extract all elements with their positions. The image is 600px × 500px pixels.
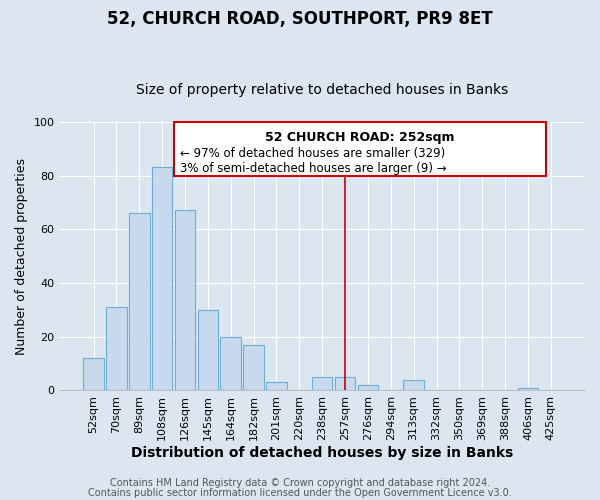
Bar — [175, 210, 196, 390]
Text: ← 97% of detached houses are smaller (329): ← 97% of detached houses are smaller (32… — [181, 148, 446, 160]
Text: 52, CHURCH ROAD, SOUTHPORT, PR9 8ET: 52, CHURCH ROAD, SOUTHPORT, PR9 8ET — [107, 10, 493, 28]
Bar — [197, 310, 218, 390]
Title: Size of property relative to detached houses in Banks: Size of property relative to detached ho… — [136, 83, 508, 97]
Bar — [106, 307, 127, 390]
Bar — [266, 382, 287, 390]
X-axis label: Distribution of detached houses by size in Banks: Distribution of detached houses by size … — [131, 446, 514, 460]
Text: 52 CHURCH ROAD: 252sqm: 52 CHURCH ROAD: 252sqm — [265, 131, 455, 144]
Bar — [244, 345, 264, 391]
Bar — [358, 385, 378, 390]
Bar — [83, 358, 104, 390]
Text: 3% of semi-detached houses are larger (9) →: 3% of semi-detached houses are larger (9… — [181, 162, 447, 175]
Bar — [129, 213, 149, 390]
Bar — [518, 388, 538, 390]
Bar — [335, 377, 355, 390]
FancyBboxPatch shape — [173, 122, 546, 176]
Bar — [220, 336, 241, 390]
Bar — [152, 168, 172, 390]
Y-axis label: Number of detached properties: Number of detached properties — [15, 158, 28, 354]
Bar — [312, 377, 332, 390]
Bar — [403, 380, 424, 390]
Text: Contains public sector information licensed under the Open Government Licence v3: Contains public sector information licen… — [88, 488, 512, 498]
Text: Contains HM Land Registry data © Crown copyright and database right 2024.: Contains HM Land Registry data © Crown c… — [110, 478, 490, 488]
